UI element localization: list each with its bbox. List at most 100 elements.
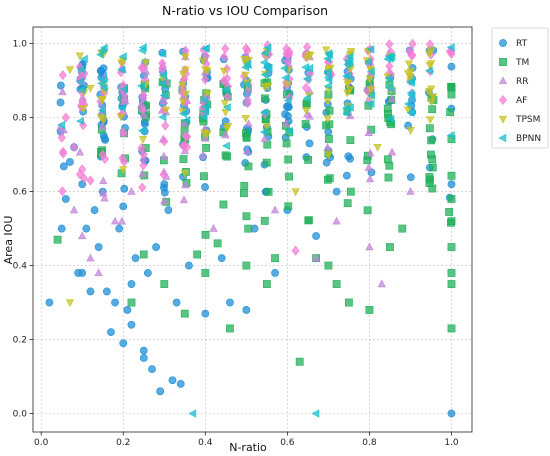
point-tm	[127, 298, 136, 307]
point-tm	[365, 306, 374, 314]
point-tm	[447, 280, 456, 288]
point-tm	[325, 174, 334, 183]
point-tpsm	[302, 54, 312, 63]
legend-label: RR	[516, 77, 529, 87]
point-tpsm	[426, 116, 435, 125]
point-rt	[176, 380, 185, 388]
point-bpnn	[260, 48, 269, 58]
point-tpsm	[425, 50, 434, 59]
point-af	[61, 112, 70, 123]
point-tm	[425, 124, 434, 133]
point-af	[79, 120, 88, 131]
point-tm	[324, 261, 333, 270]
point-tm	[427, 136, 436, 145]
point-af	[385, 39, 394, 50]
point-tpsm	[291, 188, 300, 197]
point-rr	[100, 193, 109, 202]
point-bpnn	[281, 73, 290, 82]
point-tm	[398, 224, 407, 233]
x-tick-label: 0.4	[198, 438, 213, 448]
point-bpnn	[305, 64, 314, 73]
point-bpnn	[446, 43, 455, 52]
point-tpsm	[220, 100, 230, 108]
point-rr	[221, 130, 230, 139]
point-tm	[244, 162, 253, 171]
point-bpnn	[263, 43, 272, 52]
point-tpsm	[240, 55, 249, 64]
point-tpsm	[119, 166, 128, 175]
point-tm	[295, 357, 304, 366]
point-tm	[282, 139, 291, 148]
point-tm	[428, 163, 437, 172]
point-tm	[447, 90, 456, 99]
point-bpnn	[200, 95, 209, 104]
point-bpnn	[385, 83, 394, 92]
point-tpsm	[324, 151, 333, 160]
point-bpnn	[446, 131, 455, 140]
point-rt	[342, 171, 351, 180]
point-tpsm	[260, 83, 270, 92]
point-af	[221, 43, 230, 54]
point-af	[70, 142, 79, 153]
point-tm	[428, 105, 437, 114]
point-rr	[159, 151, 168, 160]
point-tm	[193, 250, 202, 259]
point-tpsm	[180, 169, 189, 178]
point-tpsm	[203, 130, 212, 139]
point-tm	[346, 187, 355, 196]
point-bpnn	[137, 81, 145, 90]
point-tpsm	[181, 90, 191, 99]
point-tm	[261, 94, 269, 103]
point-rr	[366, 148, 375, 157]
point-rt	[61, 195, 70, 203]
point-rt	[172, 298, 181, 307]
point-tpsm	[198, 57, 208, 66]
point-bpnn	[342, 72, 350, 81]
point-tpsm	[79, 105, 88, 114]
point-bpnn	[98, 46, 107, 55]
point-bpnn	[260, 70, 269, 79]
point-bpnn	[386, 114, 395, 123]
point-tm	[240, 189, 248, 198]
point-bpnn	[302, 93, 311, 103]
point-bpnn	[158, 79, 167, 88]
point-tm	[447, 83, 456, 92]
point-tm	[363, 206, 372, 215]
point-tpsm	[262, 123, 271, 132]
point-bpnn	[284, 126, 293, 135]
point-bpnn	[302, 74, 311, 83]
point-rt	[168, 376, 177, 385]
point-rt	[66, 158, 74, 166]
point-rr	[260, 134, 269, 142]
point-tm	[304, 155, 313, 164]
point-tm	[346, 136, 355, 145]
point-tm	[160, 280, 169, 288]
point-rt	[115, 224, 124, 233]
point-bpnn	[99, 75, 108, 84]
point-bpnn	[117, 103, 126, 113]
legend-label: TPSM	[515, 115, 540, 125]
point-tm	[285, 172, 293, 181]
plot-points	[45, 38, 456, 418]
point-rr	[159, 96, 169, 104]
point-tm	[445, 208, 454, 216]
point-tpsm	[179, 71, 188, 79]
point-bpnn	[77, 85, 86, 94]
point-bpnn	[57, 120, 65, 130]
point-rt	[131, 254, 140, 263]
point-tm	[201, 269, 210, 277]
legend: RT TM RR AF TPSM BPNN	[491, 27, 549, 149]
point-rr	[117, 216, 127, 225]
point-tm	[263, 140, 272, 149]
point-af	[219, 75, 228, 86]
point-tm	[179, 155, 188, 163]
point-af	[119, 127, 128, 138]
point-tm	[221, 151, 230, 160]
point-tm	[446, 108, 455, 117]
point-rr	[181, 180, 190, 189]
point-af	[138, 182, 147, 193]
point-rt	[127, 320, 136, 329]
point-bpnn	[342, 109, 351, 118]
point-rr	[180, 119, 189, 127]
point-tm	[427, 150, 435, 159]
